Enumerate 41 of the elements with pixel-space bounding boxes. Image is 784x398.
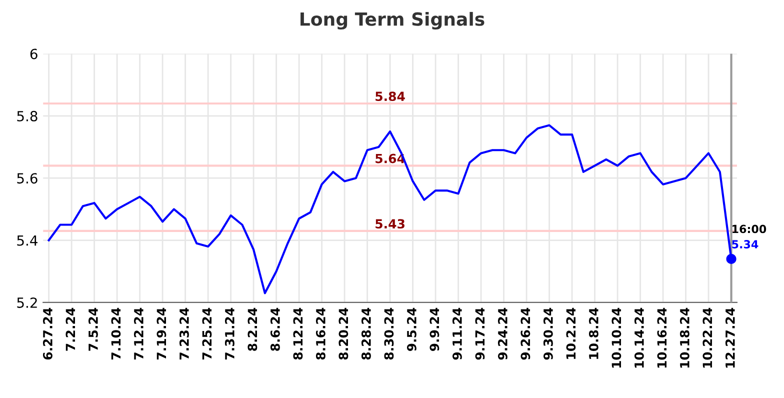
x-tick-label: 8.12.24 — [293, 308, 303, 360]
x-tick-label: 9.30.24 — [543, 308, 553, 360]
x-tick-label: 7.5.24 — [88, 308, 98, 351]
y-tick-label: 5.6 — [17, 173, 38, 184]
x-tick-label: 12.27.24 — [725, 308, 735, 368]
x-tick-label: 9.17.24 — [475, 308, 485, 360]
x-tick-label: 9.5.24 — [406, 308, 416, 351]
x-tick-label: 9.9.24 — [430, 308, 440, 351]
x-tick-label: 7.19.24 — [156, 308, 166, 360]
x-tick-label: 9.26.24 — [520, 308, 530, 360]
ref-line-label: 5.84 — [376, 92, 405, 102]
x-tick-label: 8.28.24 — [361, 308, 371, 360]
x-tick-label: 8.20.24 — [338, 308, 348, 360]
x-tick-label: 10.16.24 — [657, 308, 667, 368]
x-tick-label: 8.16.24 — [316, 308, 326, 360]
ref-line-label: 5.43 — [376, 219, 404, 229]
y-tick-label: 5.4 — [17, 235, 38, 246]
x-tick-label: 10.14.24 — [634, 308, 644, 368]
x-tick-label: 10.10.24 — [612, 308, 622, 368]
x-tick-label: 7.25.24 — [202, 308, 212, 360]
y-tick-label: 5.8 — [17, 110, 38, 122]
x-tick-label: 7.10.24 — [111, 308, 121, 360]
annotation: 16:00 — [732, 224, 766, 234]
x-tick-label: 9.11.24 — [452, 308, 462, 360]
x-tick-label: 6.27.24 — [42, 308, 52, 360]
x-tick-label: 7.31.24 — [224, 308, 234, 360]
data-label: 5.34 — [732, 240, 758, 248]
x-tick-label: 8.6.24 — [270, 308, 280, 351]
x-tick-label: 8.2.24 — [248, 308, 258, 351]
x-tick-label: 10.2.24 — [566, 308, 576, 359]
chart-title: Long Term Signals — [300, 12, 484, 30]
x-tick-label: 7.2.24 — [66, 308, 76, 351]
y-tick-label: 5.2 — [17, 297, 37, 308]
x-tick-label: 10.22.24 — [702, 308, 712, 368]
x-tick-label: 10.8.24 — [588, 308, 598, 359]
x-tick-label: 9.24.24 — [498, 308, 508, 360]
x-tick-label: 7.12.24 — [134, 308, 144, 360]
x-tick-label: 8.30.24 — [384, 308, 394, 360]
x-tick-label: 7.23.24 — [179, 308, 189, 360]
y-tick-label: 6 — [30, 48, 38, 60]
x-tick-label: 10.18.24 — [680, 308, 690, 368]
